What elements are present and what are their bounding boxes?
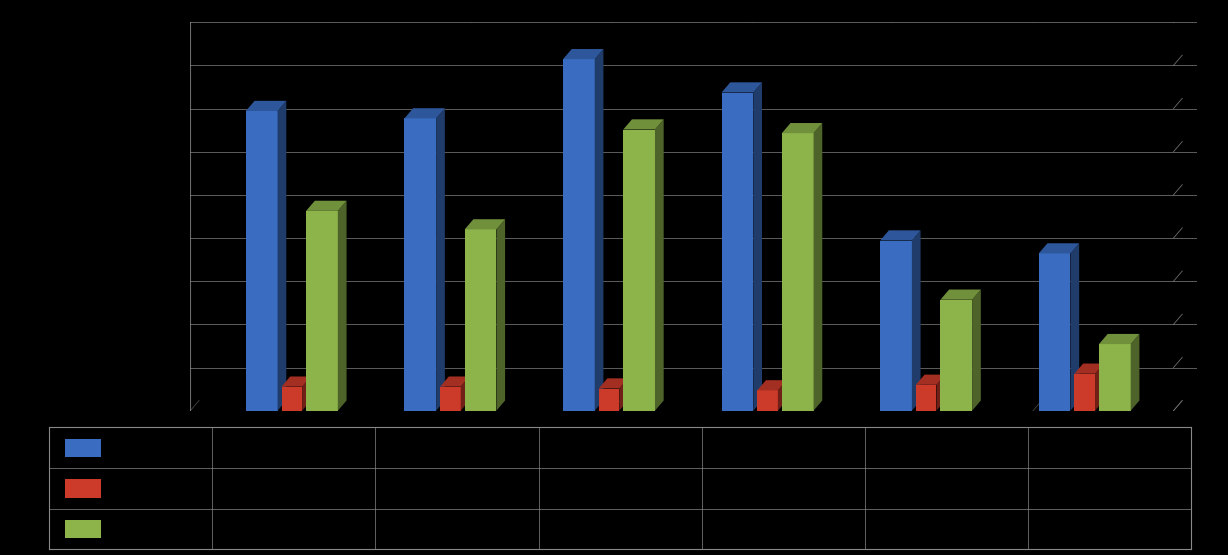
Polygon shape [937,375,946,411]
Polygon shape [246,111,278,411]
Polygon shape [916,385,937,411]
Polygon shape [1039,254,1071,411]
Polygon shape [782,123,823,133]
Polygon shape [1131,334,1140,411]
Polygon shape [941,300,973,411]
Polygon shape [460,376,469,411]
Polygon shape [464,219,505,229]
Polygon shape [880,240,912,411]
Polygon shape [758,390,777,411]
Polygon shape [404,118,436,411]
Polygon shape [1099,334,1140,344]
Polygon shape [973,290,981,411]
Polygon shape [562,59,594,411]
Polygon shape [599,379,628,388]
Polygon shape [278,101,286,411]
Polygon shape [404,108,445,118]
Bar [65,438,102,457]
Polygon shape [777,380,787,411]
Polygon shape [722,93,753,411]
Polygon shape [1074,364,1104,374]
Polygon shape [599,388,619,411]
Polygon shape [562,49,603,59]
Polygon shape [753,82,763,411]
Polygon shape [813,123,823,411]
Polygon shape [440,387,460,411]
Polygon shape [302,376,311,411]
Bar [65,520,102,538]
Polygon shape [1071,243,1079,411]
Polygon shape [941,290,981,300]
Polygon shape [281,387,302,411]
Polygon shape [1095,364,1104,411]
Polygon shape [624,119,663,129]
Polygon shape [464,229,496,411]
Polygon shape [782,133,813,411]
Polygon shape [758,380,787,390]
Polygon shape [246,101,286,111]
Polygon shape [496,219,505,411]
Polygon shape [880,230,921,240]
Polygon shape [338,201,346,411]
Polygon shape [722,82,763,93]
Polygon shape [306,201,346,211]
Polygon shape [594,49,603,411]
Polygon shape [619,379,628,411]
Polygon shape [1039,243,1079,254]
Polygon shape [912,230,921,411]
Polygon shape [1074,374,1095,411]
Polygon shape [281,376,311,387]
Polygon shape [1099,344,1131,411]
Polygon shape [916,375,946,385]
Polygon shape [655,119,663,411]
Polygon shape [306,211,338,411]
Polygon shape [436,108,445,411]
Polygon shape [440,376,469,387]
Polygon shape [624,129,655,411]
Bar [65,480,102,497]
